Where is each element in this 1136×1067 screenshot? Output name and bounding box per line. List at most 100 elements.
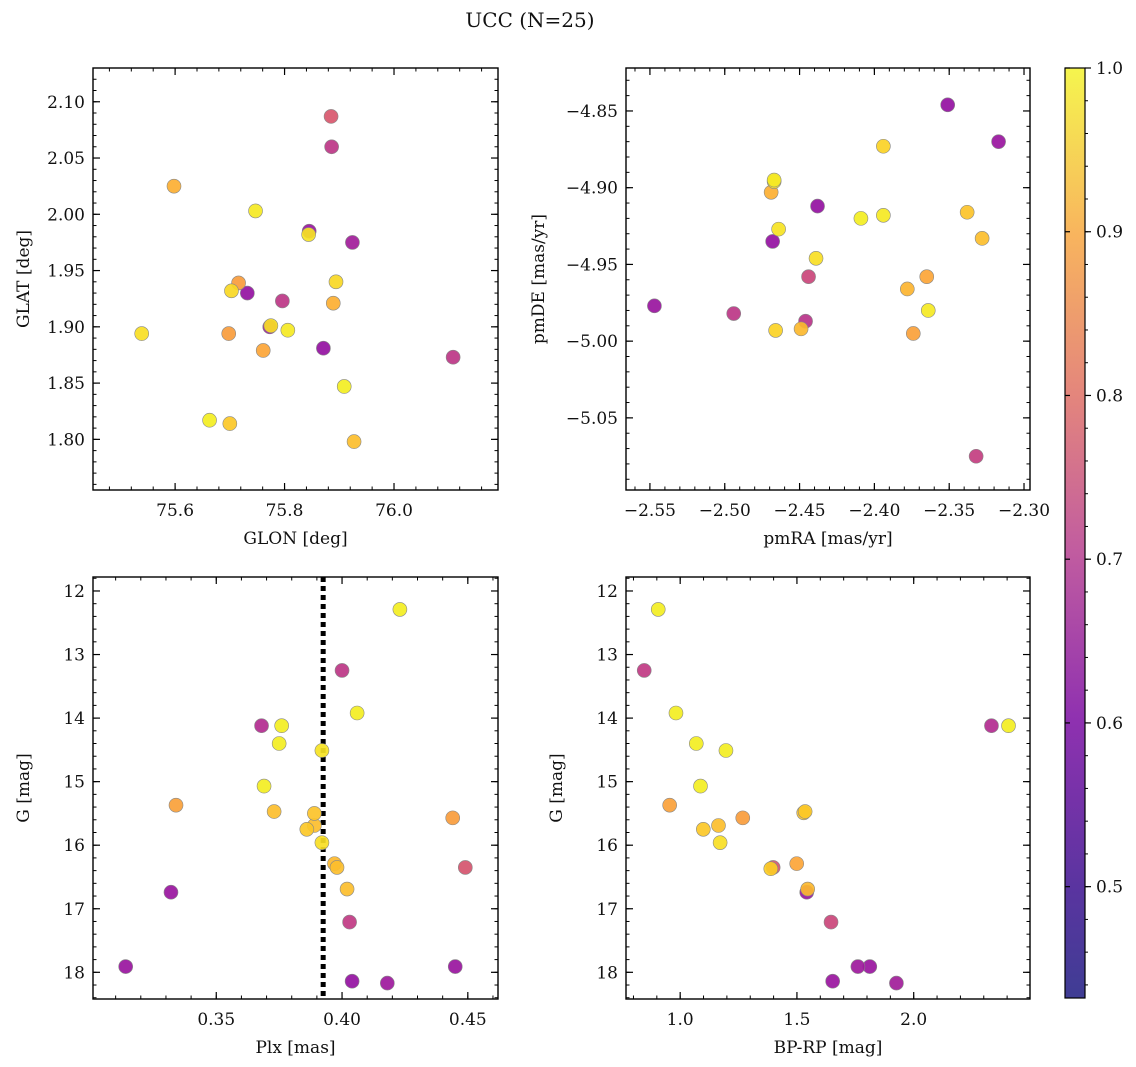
- data-point: [222, 416, 238, 431]
- data-point: [636, 663, 652, 678]
- y-tick-label: 18: [63, 963, 85, 983]
- data-point: [688, 736, 704, 751]
- data-point: [349, 705, 365, 721]
- y-tick-label: 16: [63, 836, 85, 856]
- data-point: [380, 975, 395, 991]
- y-tick-label: 13: [596, 646, 618, 666]
- data-point: [940, 97, 956, 113]
- y-axis-label: pmDE [mas/yr]: [529, 214, 549, 344]
- x-axis-label: BP-RP [mag]: [774, 1038, 883, 1058]
- data-point: [763, 861, 779, 877]
- x-tick-label: 75.6: [156, 501, 194, 521]
- data-point: [445, 810, 461, 826]
- y-tick-label: −5.00: [566, 332, 618, 352]
- data-point: [853, 211, 869, 226]
- data-point: [900, 281, 915, 297]
- y-tick-label: 13: [63, 646, 85, 666]
- data-point: [339, 881, 355, 897]
- axes-frame: [92, 576, 499, 1000]
- y-tick-label: 17: [63, 900, 85, 920]
- data-point: [266, 804, 282, 819]
- y-tick-label: 16: [596, 836, 618, 856]
- data-point: [334, 663, 350, 678]
- data-point: [711, 818, 726, 833]
- y-tick-label: 17: [596, 900, 618, 920]
- data-point: [650, 602, 666, 617]
- data-point: [275, 293, 290, 309]
- data-point: [254, 718, 269, 734]
- data-point: [766, 172, 782, 188]
- data-point: [240, 285, 255, 301]
- y-tick-label: 12: [596, 582, 618, 602]
- data-point: [771, 221, 786, 237]
- y-axis-label: GLAT [deg]: [14, 230, 34, 328]
- data-point: [325, 295, 341, 311]
- x-tick-label: −2.35: [923, 501, 975, 521]
- colorbar-tick-label: 0.6: [1096, 714, 1123, 734]
- x-tick-label: 2.0: [900, 1010, 927, 1030]
- data-point: [457, 860, 473, 875]
- x-tick-label: −2.50: [699, 501, 751, 521]
- y-tick-label: 1.85: [47, 374, 85, 394]
- data-point: [735, 810, 751, 826]
- data-point: [662, 797, 677, 813]
- data-point: [1001, 718, 1016, 734]
- data-point: [224, 283, 239, 299]
- x-tick-label: 0.40: [323, 1010, 361, 1030]
- data-point: [324, 139, 339, 155]
- figure-title: UCC (N=25): [465, 8, 594, 32]
- data-point: [134, 326, 150, 341]
- data-point: [726, 306, 742, 321]
- y-tick-label: −4.85: [566, 102, 618, 122]
- data-point: [801, 269, 816, 284]
- x-tick-label: 1.5: [783, 1010, 810, 1030]
- y-tick-label: 2.05: [47, 149, 85, 169]
- colorbar-tick-label: 0.9: [1096, 223, 1123, 243]
- data-point: [166, 178, 182, 194]
- panel-plx-g: 0.35 0.40 0.45 12 13 14 15 16 17 18 Plx [mas] G [ma…: [14, 576, 499, 1058]
- y-tick-label: 14: [63, 709, 85, 729]
- x-tick-label: 0.35: [197, 1010, 235, 1030]
- data-point: [647, 298, 662, 314]
- data-point: [336, 379, 352, 394]
- data-point: [876, 138, 891, 154]
- data-point: [346, 434, 362, 449]
- data-point: [800, 881, 815, 897]
- data-point: [825, 973, 840, 989]
- y-tick-label: 2.00: [47, 205, 85, 225]
- colorbar-tick-label: 0.7: [1096, 550, 1123, 570]
- data-point: [256, 778, 272, 794]
- data-point: [274, 718, 289, 734]
- data-point: [991, 134, 1006, 149]
- data-point: [823, 914, 839, 930]
- y-tick-label: −4.90: [566, 179, 618, 199]
- data-point: [765, 234, 780, 249]
- y-tick-label: 14: [596, 709, 618, 729]
- data-point: [344, 973, 360, 989]
- y-tick-label: 15: [596, 773, 618, 793]
- data-point: [905, 326, 921, 341]
- colorbar-tick-label: 1.0: [1096, 59, 1123, 79]
- panel-pmra-pmde: −2.55 −2.50 −2.45 −2.40 −2.35 −2.30 −5.05 −5.00…: [529, 67, 1050, 549]
- y-axis-label: G [mag]: [14, 753, 34, 822]
- x-axis-label: Plx [mas]: [255, 1038, 335, 1058]
- data-point: [789, 856, 805, 871]
- x-axis-label: GLON [deg]: [243, 529, 347, 549]
- data-point: [695, 822, 711, 837]
- data-point: [202, 412, 217, 428]
- y-tick-label: 12: [63, 582, 85, 602]
- data-point: [919, 269, 935, 284]
- y-tick-label: 15: [63, 773, 85, 793]
- x-tick-label: −2.40: [848, 501, 900, 521]
- data-point: [329, 860, 345, 875]
- data-point: [255, 343, 271, 358]
- colorbar-tick-label: 0.8: [1096, 386, 1123, 406]
- data-point: [768, 323, 783, 338]
- axes-frame: [92, 67, 499, 491]
- data-point: [445, 349, 461, 365]
- data-point: [271, 736, 287, 751]
- data-point: [345, 235, 360, 250]
- data-point: [168, 797, 184, 813]
- data-point: [248, 203, 263, 219]
